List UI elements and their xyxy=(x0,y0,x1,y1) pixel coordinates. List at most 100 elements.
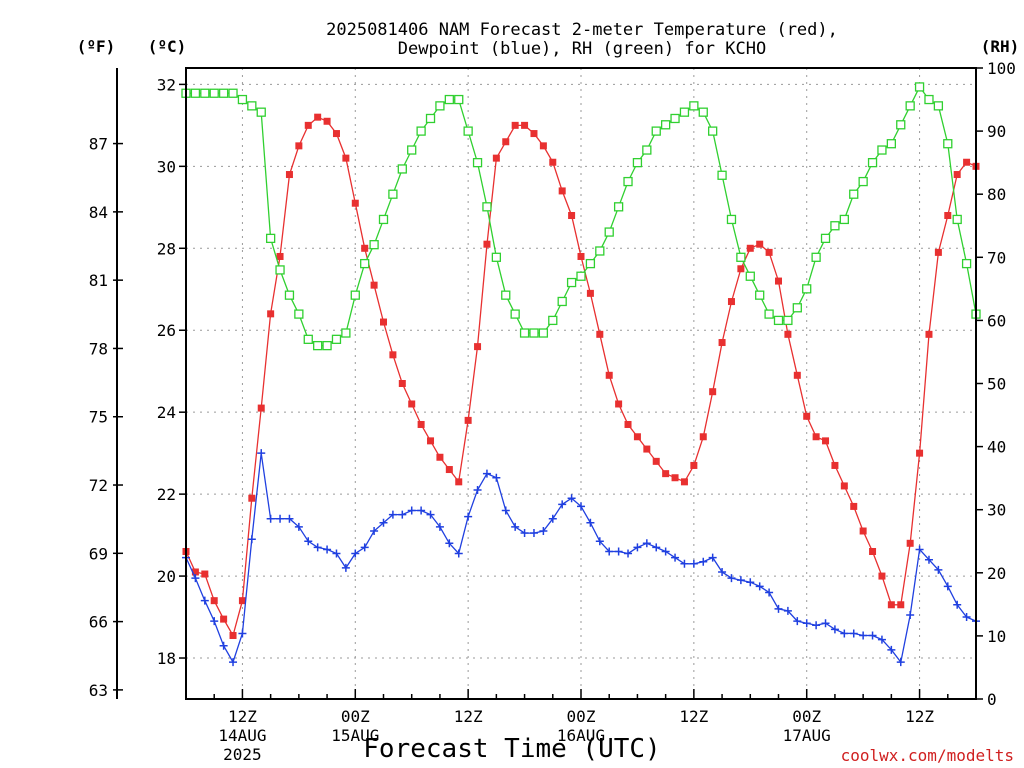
rh-point xyxy=(510,309,520,319)
axes: 18 20 22 24 26 28 30 32 63 66 69 72 75 78 81 84 87 0 10 20 3… xyxy=(89,59,1016,764)
rh-point xyxy=(501,290,511,300)
dewpoint-point xyxy=(238,629,247,638)
dewpoint-point xyxy=(351,549,360,558)
dewpoint-point xyxy=(736,576,745,585)
rh-point xyxy=(830,221,840,231)
temperature-point xyxy=(370,281,378,289)
celsius-tick-label: 20 xyxy=(157,567,176,586)
dewpoint-point xyxy=(266,514,275,523)
temperature-point xyxy=(756,240,764,248)
rh-point xyxy=(642,145,652,155)
temperature-point xyxy=(436,453,444,461)
dewpoint-point xyxy=(464,512,473,521)
rh-point xyxy=(660,120,671,130)
fahrenheit-tick-label: 75 xyxy=(89,408,108,427)
rh-point xyxy=(218,88,229,98)
dewpoint-point xyxy=(830,625,839,634)
rh-point xyxy=(529,328,539,338)
dewpoint-point xyxy=(520,529,529,538)
rh-point xyxy=(717,170,727,180)
x-tick-label-time: 12Z xyxy=(228,707,257,726)
temperature-point xyxy=(248,494,256,502)
dewpoint-point xyxy=(407,506,416,515)
temperature-point xyxy=(464,416,472,424)
chart-title-line2: Dewpoint (blue), RH (green) for KCHO xyxy=(398,39,766,59)
rh-point xyxy=(632,157,643,168)
rh-point xyxy=(773,315,784,326)
rh-point xyxy=(905,101,915,111)
celsius-tick-label: 24 xyxy=(157,403,176,422)
rh-point xyxy=(802,284,812,294)
celsius-tick-label: 22 xyxy=(157,485,176,504)
temperature-point xyxy=(304,121,312,129)
dewpoint-line xyxy=(185,453,977,664)
dewpoint-point xyxy=(567,494,576,503)
dewpoint-point xyxy=(200,596,209,605)
rh-point xyxy=(425,113,436,124)
rh-point xyxy=(877,145,887,155)
rh-point xyxy=(726,214,737,225)
fahrenheit-tick-label: 66 xyxy=(89,613,108,632)
dewpoint-point xyxy=(210,617,219,626)
dewpoint-point xyxy=(859,631,868,640)
temperature-point xyxy=(727,298,735,306)
temperature-point xyxy=(483,240,491,248)
dewpoint-point xyxy=(953,600,962,609)
temperature-point xyxy=(558,187,566,195)
dewpoint-point xyxy=(558,500,567,509)
rh-point xyxy=(237,94,248,105)
rh-point xyxy=(538,328,549,338)
dewpoint-point xyxy=(708,553,717,562)
temperature-point xyxy=(812,433,820,441)
temperature-point xyxy=(709,388,717,396)
dewpoint-point xyxy=(492,473,501,482)
temperature-point xyxy=(652,457,660,465)
rh-tick-label: 30 xyxy=(987,501,1006,520)
temperature-point xyxy=(671,474,679,482)
dewpoint-point xyxy=(633,543,642,552)
dewpoint-point xyxy=(718,567,727,576)
rh-point xyxy=(792,303,802,313)
temperature-point xyxy=(398,380,406,387)
dewpoint-point xyxy=(934,565,943,574)
dewpoint-point xyxy=(821,619,830,628)
celsius-tick-label: 28 xyxy=(157,239,176,258)
temperature-point xyxy=(323,117,331,125)
rh-point xyxy=(886,139,897,149)
x-tick-label-date: 17AUG xyxy=(783,726,831,745)
rh-point xyxy=(679,107,690,117)
rh-point xyxy=(397,164,407,174)
rh-point xyxy=(651,126,661,136)
credit-text: coolwx.com/modelts xyxy=(841,746,1014,765)
rh-point xyxy=(360,258,370,269)
celsius-unit-label: (ºC) xyxy=(148,37,187,56)
temperature-point xyxy=(474,343,482,351)
dewpoint-point xyxy=(257,449,266,458)
temperature-point xyxy=(633,433,641,441)
temperature-point xyxy=(492,154,500,162)
temperature-point xyxy=(361,244,369,252)
temperature-point xyxy=(963,158,971,166)
dewpoint-point xyxy=(417,506,426,515)
rh-point xyxy=(313,340,323,351)
dewpoint-point xyxy=(812,621,821,630)
rh-point xyxy=(689,101,699,111)
rh-point xyxy=(519,328,530,338)
rh-point xyxy=(811,252,821,262)
temperature-point xyxy=(568,212,576,220)
rh-tick-label: 100 xyxy=(987,59,1016,78)
temperature-point xyxy=(229,631,237,639)
temperature-point xyxy=(897,601,905,609)
dewpoint-point xyxy=(962,613,971,622)
celsius-tick-label: 30 xyxy=(157,157,176,176)
rh-point xyxy=(708,126,718,136)
rh-point xyxy=(472,157,483,168)
dewpoint-point xyxy=(454,549,463,558)
temperature-point xyxy=(455,478,463,486)
temperature-point xyxy=(869,547,877,555)
temperature-point xyxy=(351,199,359,207)
temperature-point xyxy=(680,478,688,486)
grid-lines xyxy=(186,68,976,699)
rh-point xyxy=(463,126,473,136)
temperature-point xyxy=(332,130,340,138)
